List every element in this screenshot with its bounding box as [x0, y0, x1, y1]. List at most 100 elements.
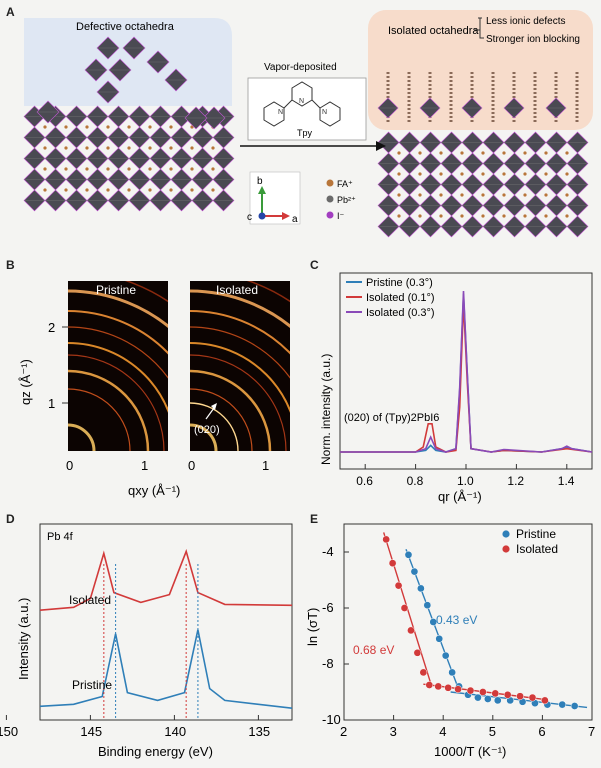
x-tick-label: 7 [588, 724, 595, 739]
fa-cation [190, 167, 194, 171]
fa-cation [544, 172, 548, 176]
fa-cation [106, 125, 110, 129]
panel-b-giwaxs: Pristine Isolated (020) 2 1 0 1 0 1 qz (… [18, 281, 290, 498]
fa-cation [127, 188, 131, 192]
fa-cation [43, 125, 47, 129]
ytick-2: 2 [48, 320, 55, 335]
fa-cation [481, 193, 485, 197]
fa-cation [85, 125, 89, 129]
svg-text:N: N [299, 98, 304, 105]
data-point [400, 604, 409, 612]
giwaxs-image-isolated [190, 281, 290, 451]
legend-label: Isolated (0.1°) [366, 292, 435, 304]
axis-c-label: c [247, 212, 252, 223]
fa-cation [481, 214, 485, 218]
fa-cation [190, 146, 194, 150]
fa-cation [127, 125, 131, 129]
panel-letter-b: B [6, 258, 15, 272]
data-point [503, 690, 512, 699]
fa-cation [460, 214, 464, 218]
right-title: Isolated octahedra [388, 25, 479, 37]
fa-cation [169, 146, 173, 150]
peak-reference-lines [103, 564, 199, 720]
fa-cation [439, 214, 443, 218]
data-point [448, 668, 456, 677]
annotation-068: 0.68 eV [353, 643, 394, 657]
data-points [382, 535, 579, 710]
fa-cation [85, 167, 89, 171]
fa-cation [565, 172, 569, 176]
x-tick-label: 1.4 [558, 474, 575, 488]
data-point [441, 651, 450, 660]
ytick-1: 1 [48, 396, 55, 411]
fa-cation [127, 167, 131, 171]
data-point [419, 668, 428, 677]
fa-cation [544, 193, 548, 197]
fa-cation [190, 188, 194, 192]
annotation-020-tpy: (020) of (Tpy)2PbI6 [344, 412, 439, 424]
vapor-deposited-label: Vapor-deposited [264, 62, 337, 73]
fa-cation [106, 167, 110, 171]
right-note-1: Less ionic defects [486, 16, 566, 27]
data-point [444, 683, 453, 692]
fa-cation [523, 151, 527, 155]
fit-lines [383, 532, 588, 709]
data-point [407, 626, 415, 635]
fa-cation [64, 125, 68, 129]
fa-cation [211, 146, 215, 150]
data-point [417, 584, 425, 593]
legend-marker [502, 530, 510, 538]
x-tick-label: 0.6 [356, 474, 373, 488]
fa-cation [85, 188, 89, 192]
fa-cation [64, 188, 68, 192]
y-tick-label: -4 [322, 544, 334, 559]
panel-d-chart: Pb 4f 150 145 140 135 Isolated Pristine Int… [0, 523, 293, 759]
svg-text:N: N [322, 109, 327, 116]
fa-cation [64, 167, 68, 171]
x-tick-label: 145 [80, 724, 102, 739]
annotation-arrow [205, 407, 215, 420]
fa-cation [418, 193, 422, 197]
x-tick-label: 3 [390, 724, 397, 739]
legend-i-dot [326, 211, 334, 219]
x-axis-label: 1000/T (K⁻¹) [434, 744, 506, 759]
data-point [404, 550, 413, 559]
annotation-043: 0.43 eV [436, 613, 477, 627]
legend-label: Pristine (0.3°) [366, 277, 433, 289]
data-point [388, 559, 397, 568]
panel-letter-e: E [310, 512, 319, 526]
xtick-1-left: 1 [141, 458, 148, 473]
chart-title: Pb 4f [47, 531, 74, 543]
panel-c-chart: 0.6 0.8 1.0 1.2 1.4 Pristine (0.3°) Isolated … [319, 272, 593, 504]
x-axis-label: qxy (Å⁻¹) [128, 483, 180, 498]
left-title: Defective octahedra [76, 21, 175, 33]
series-label-pristine: Pristine [72, 678, 112, 692]
left-perovskite-lattice [23, 105, 235, 212]
fa-cation [106, 146, 110, 150]
x-tick-label: 6 [538, 724, 545, 739]
fa-cation [169, 167, 173, 171]
legend-fa-label: FA⁺ [337, 179, 353, 189]
fa-cation [502, 151, 506, 155]
data-point [558, 700, 567, 709]
data-point [382, 535, 391, 544]
data-point [394, 581, 403, 590]
fa-cation [439, 193, 443, 197]
panel-a-schematic: Defective octahedra Isolated octahedra L… [23, 10, 593, 238]
data-point [413, 648, 422, 657]
right-perovskite-lattice [377, 131, 589, 238]
data-point [435, 634, 444, 643]
data-point [425, 681, 434, 689]
giwaxs-label-pristine: Pristine [96, 283, 136, 297]
axis-a-head [282, 212, 290, 220]
series-label-isolated: Isolated [69, 593, 111, 607]
fa-cation [439, 172, 443, 176]
defective-octahedra [36, 36, 226, 130]
fa-cation [397, 172, 401, 176]
fa-cation [64, 146, 68, 150]
legend-pb-label: Pb²⁺ [337, 195, 356, 205]
legend: Pristine (0.3°) Isolated (0.1°) Isolated (… [346, 277, 435, 319]
fa-cation [460, 193, 464, 197]
fa-cation [43, 188, 47, 192]
y-tick-label: -8 [322, 656, 334, 671]
